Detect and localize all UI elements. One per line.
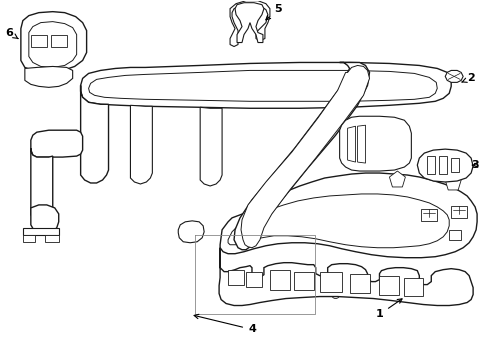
Polygon shape [21, 12, 87, 72]
Polygon shape [23, 235, 35, 242]
Polygon shape [246, 272, 262, 287]
Text: 2: 2 [462, 73, 475, 84]
Polygon shape [178, 221, 204, 243]
Polygon shape [445, 71, 463, 82]
Polygon shape [270, 270, 290, 289]
Polygon shape [421, 209, 437, 221]
Polygon shape [228, 194, 449, 248]
Polygon shape [130, 105, 152, 184]
Polygon shape [31, 205, 59, 235]
Polygon shape [220, 173, 477, 258]
Polygon shape [31, 148, 53, 222]
Polygon shape [379, 276, 399, 294]
Polygon shape [25, 67, 73, 87]
Polygon shape [219, 248, 473, 306]
Polygon shape [417, 149, 473, 182]
Text: 3: 3 [471, 160, 479, 170]
Polygon shape [51, 35, 67, 46]
Polygon shape [358, 125, 366, 163]
Polygon shape [81, 62, 451, 108]
Polygon shape [390, 171, 405, 187]
Polygon shape [347, 126, 356, 162]
Polygon shape [228, 270, 244, 285]
Polygon shape [439, 156, 447, 174]
Text: 5: 5 [266, 4, 282, 20]
Polygon shape [31, 130, 83, 157]
Polygon shape [81, 85, 108, 183]
Polygon shape [235, 3, 264, 42]
Polygon shape [23, 228, 59, 235]
Polygon shape [45, 235, 59, 242]
Polygon shape [445, 174, 461, 190]
Polygon shape [340, 116, 412, 171]
Polygon shape [451, 158, 459, 172]
Polygon shape [319, 272, 342, 292]
Polygon shape [230, 1, 270, 46]
Polygon shape [294, 272, 314, 289]
Text: 1: 1 [376, 299, 402, 319]
Polygon shape [404, 278, 423, 296]
Text: 6: 6 [5, 28, 18, 39]
Polygon shape [451, 206, 467, 218]
Polygon shape [31, 35, 47, 46]
Polygon shape [241, 66, 369, 248]
Polygon shape [89, 71, 437, 101]
Polygon shape [449, 230, 461, 240]
Polygon shape [349, 274, 369, 293]
Text: 4: 4 [194, 314, 256, 334]
Polygon shape [427, 156, 435, 174]
Polygon shape [234, 62, 369, 250]
Polygon shape [29, 22, 76, 67]
Polygon shape [200, 107, 222, 186]
